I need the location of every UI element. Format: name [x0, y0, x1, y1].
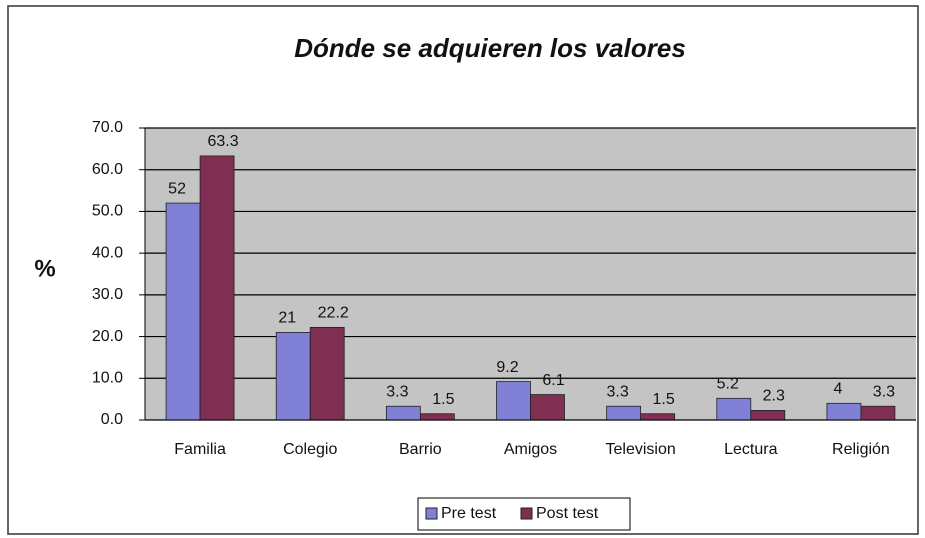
data-label: 5.2 [717, 376, 739, 393]
bar [165, 202, 201, 421]
y-tick-label: 60.0 [92, 161, 123, 178]
x-tick-label: Lectura [724, 441, 777, 458]
bar [640, 413, 676, 421]
bar [275, 331, 311, 421]
data-label: 3.3 [873, 383, 895, 400]
bar [606, 405, 642, 421]
bar [860, 405, 896, 421]
data-label: 52 [168, 180, 186, 197]
bar [199, 155, 235, 421]
data-label: 3.3 [607, 383, 629, 400]
bar [385, 405, 421, 421]
data-label: 21 [278, 310, 296, 327]
data-label: 6.1 [542, 372, 564, 389]
x-tick-label: Colegio [283, 441, 337, 458]
legend-label: Pre test [441, 505, 497, 522]
y-tick-label: 10.0 [92, 370, 123, 387]
y-axis-label: % [34, 255, 55, 282]
y-tick-label: 0.0 [101, 411, 123, 428]
bar [826, 402, 862, 421]
x-tick-label: Familia [174, 441, 226, 458]
y-tick-label: 70.0 [92, 119, 123, 136]
plot-area [145, 128, 916, 420]
x-tick-label: Television [606, 441, 676, 458]
y-tick-label: 40.0 [92, 244, 123, 261]
legend-label: Post test [536, 505, 599, 522]
y-tick-label: 20.0 [92, 328, 123, 345]
chart-title: Dónde se adquieren los valores [294, 33, 686, 63]
data-label: 1.5 [653, 391, 675, 408]
legend-swatch [425, 507, 438, 520]
x-tick-label: Religión [832, 441, 890, 458]
x-tick-label: Barrio [399, 441, 442, 458]
data-label: 1.5 [432, 391, 454, 408]
bar [496, 381, 531, 421]
legend-swatch [520, 507, 533, 520]
data-label: 3.3 [386, 383, 408, 400]
bar [309, 326, 345, 421]
y-tick-label: 30.0 [92, 286, 123, 303]
bar [530, 394, 565, 421]
x-tick-label: Amigos [504, 441, 557, 458]
bar [716, 397, 752, 421]
data-label: 63.3 [208, 133, 239, 150]
data-label: 22.2 [318, 305, 349, 322]
data-label: 4 [833, 381, 842, 398]
y-tick-label: 50.0 [92, 203, 123, 220]
data-label: 9.2 [496, 359, 518, 376]
bar [419, 413, 455, 421]
data-label: 2.3 [763, 388, 785, 405]
bar [750, 410, 786, 421]
